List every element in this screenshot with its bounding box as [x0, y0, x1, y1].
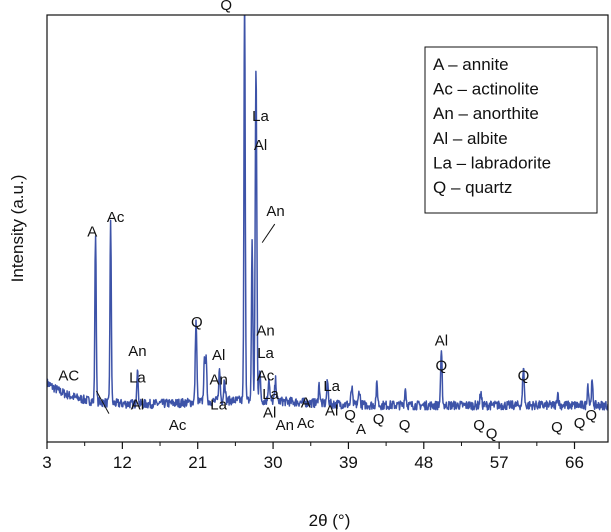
leader-lines — [95, 223, 276, 414]
plot-frame — [46, 14, 609, 443]
peak-label: A — [356, 421, 366, 438]
x-tick-label: 39 — [339, 453, 358, 472]
peak-label: An — [256, 322, 274, 339]
x-tick-label: 12 — [113, 453, 132, 472]
y-axis-label: Intensity (a.u.) — [8, 175, 27, 283]
xrd-pattern-line — [47, 15, 608, 411]
peak-label: Q — [585, 407, 597, 424]
peak-annotations: QLaAlAnAAcACAnLaAlAcQAlAnLaAnLaAcLaAlAnA… — [58, 0, 597, 442]
x-tick-label: 66 — [565, 453, 584, 472]
legend-entry: An – anorthite — [433, 104, 539, 123]
x-tick-label: 21 — [188, 453, 207, 472]
peak-label: La — [257, 345, 274, 362]
peak-label: Q — [220, 0, 232, 14]
legend-entry: La – labradorite — [433, 153, 551, 172]
peak-label: AC — [58, 368, 79, 385]
x-tick-label: 3 — [42, 453, 51, 472]
x-tick-label: 48 — [414, 453, 433, 472]
peak-label: Ac — [297, 415, 315, 432]
plot-area — [47, 15, 608, 411]
x-axis-ticks: 3 12 21 30 39 48 57 66 — [42, 442, 584, 472]
peak-label: Al — [325, 403, 338, 420]
peak-label: Q — [574, 415, 586, 432]
peak-label: La — [323, 378, 340, 395]
peak-label: A — [87, 223, 97, 240]
peak-label: La — [210, 396, 227, 413]
peak-label: Al — [263, 405, 276, 422]
peak-label: Al — [131, 396, 144, 413]
peak-label: Q — [518, 368, 530, 385]
peak-label: Ac — [257, 368, 275, 385]
peak-label: Al — [254, 137, 267, 154]
peak-label: Al — [212, 347, 225, 364]
peak-label: Q — [373, 411, 385, 428]
peak-label: Q — [486, 425, 498, 442]
peak-label: An — [266, 203, 284, 220]
legend: A – annite Ac – actinolite An – anorthit… — [424, 46, 598, 214]
x-axis-label: 2θ (°) — [309, 511, 351, 530]
legend-box — [424, 46, 598, 214]
legend-entry: Ac – actinolite — [433, 80, 539, 99]
peak-label: An — [276, 417, 294, 434]
peak-label: An — [209, 372, 227, 389]
peak-label: Q — [473, 417, 485, 434]
peak-label: Q — [551, 419, 563, 436]
leader-line — [261, 223, 276, 243]
peak-label: La — [252, 108, 269, 125]
peak-label: Q — [344, 407, 356, 424]
legend-entry: Al – albite — [433, 129, 508, 148]
peak-label: La — [262, 386, 279, 403]
peak-label: Q — [436, 357, 448, 374]
x-tick-label: 57 — [490, 453, 509, 472]
peak-label: Ac — [169, 417, 187, 434]
peak-label: Ac — [107, 209, 125, 226]
peak-label: Q — [399, 417, 411, 434]
leader-line — [95, 390, 110, 414]
peak-label: An — [128, 343, 146, 360]
peak-label: Q — [191, 314, 203, 331]
peak-label: La — [129, 370, 146, 387]
peak-label: Al — [435, 333, 448, 350]
legend-entry: A – annite — [433, 55, 509, 74]
x-tick-label: 30 — [264, 453, 283, 472]
legend-entry: Q – quartz — [433, 178, 512, 197]
peak-label: A — [301, 394, 311, 411]
